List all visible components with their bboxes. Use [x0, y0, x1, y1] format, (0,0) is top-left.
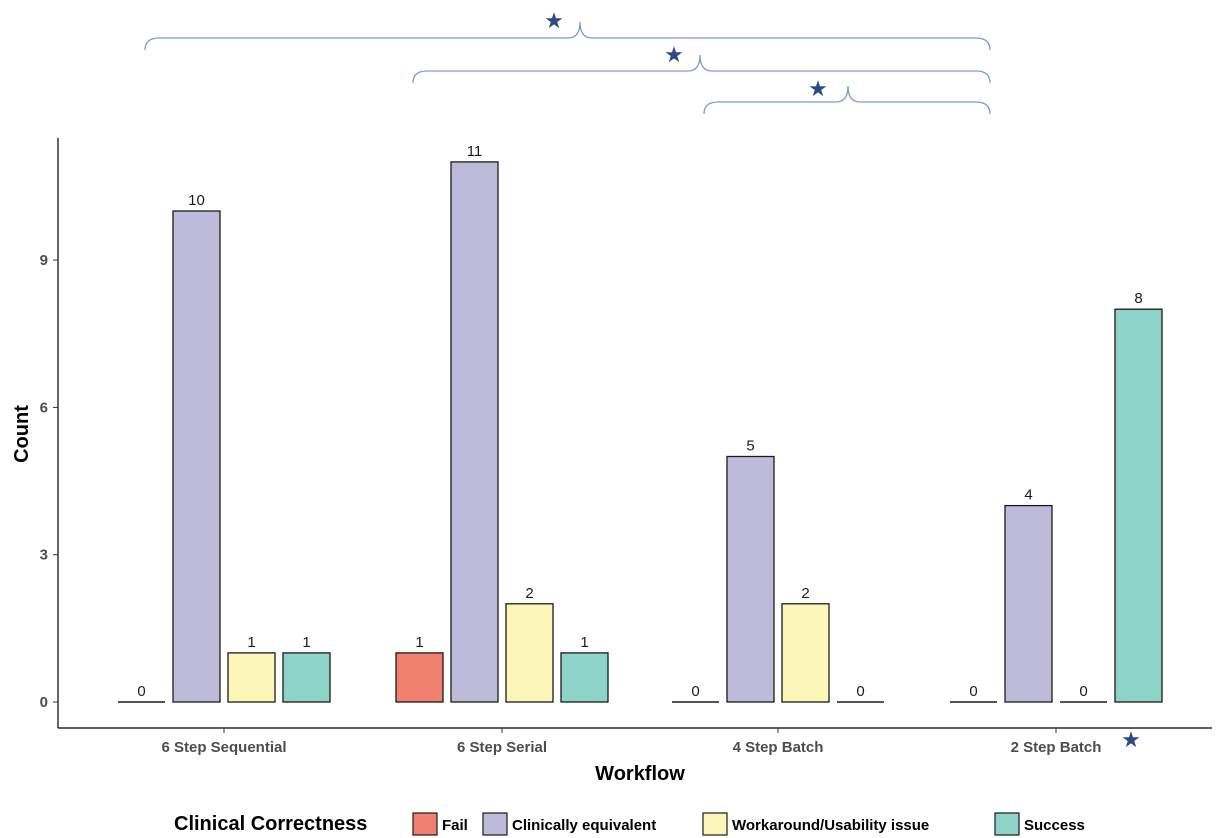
bar-value-label: 1 — [302, 634, 310, 651]
y-tick-label: 6 — [40, 399, 48, 416]
legend-swatch — [702, 812, 728, 836]
x-tick-label: 6 Step Serial — [457, 739, 547, 756]
significance-star-icon: ★ — [664, 43, 684, 68]
bar — [781, 603, 830, 703]
y-tick-label: 0 — [40, 694, 48, 711]
bar — [1114, 308, 1163, 703]
bar — [450, 161, 499, 703]
legend-swatch — [482, 812, 508, 836]
legend-item-label: Success — [1024, 817, 1085, 834]
significance-brackets: ★ ★ ★ ★ — [144, 9, 1141, 753]
significance-star-icon: ★ — [544, 9, 564, 34]
legend-item-label: Clinically equivalent — [512, 817, 656, 834]
bracket-serial-vs-2step — [412, 54, 991, 84]
bar-value-label: 2 — [525, 585, 533, 602]
x-axis-title: Workflow — [595, 763, 685, 785]
bar — [172, 210, 221, 703]
bar-value-label: 0 — [1079, 683, 1087, 700]
bar-value-label: 1 — [415, 634, 423, 651]
bar — [1004, 504, 1053, 703]
legend-item-label: Workaround/Usability issue — [732, 817, 929, 834]
legend: Clinical Correctness Fail Clinically equi… — [174, 812, 1085, 836]
bar-value-label: 0 — [137, 683, 145, 700]
bar — [560, 652, 609, 703]
legend-title: Clinical Correctness — [174, 813, 367, 835]
bracket-sequential-vs-2step — [144, 21, 991, 51]
bar-value-label: 4 — [1024, 487, 1032, 504]
bar-value-label: 1 — [580, 634, 588, 651]
x-tick-label: 2 Step Batch — [1011, 739, 1102, 756]
bar-value-label: 0 — [856, 683, 864, 700]
bar-value-label: 0 — [691, 683, 699, 700]
bar-value-label: 5 — [746, 438, 754, 455]
significance-star-icon: ★ — [1121, 728, 1141, 753]
x-tick-label: 6 Step Sequential — [161, 739, 286, 756]
legend-item-label: Fail — [442, 817, 468, 834]
bar — [282, 652, 331, 703]
legend-swatch — [994, 812, 1020, 836]
bar-value-label: 11 — [467, 143, 483, 160]
y-axis-title: Count — [11, 405, 33, 463]
significance-star-icon: ★ — [808, 77, 828, 102]
bar — [227, 652, 276, 703]
axes-layer: 0 3 6 9 6 Step Sequential 6 Step Serial 4 Step… — [40, 138, 1212, 756]
y-tick-label: 9 — [40, 252, 48, 269]
legend-swatch — [412, 812, 438, 836]
bar — [505, 603, 554, 703]
bar-value-label: 1 — [247, 634, 255, 651]
y-tick-label: 3 — [40, 547, 48, 564]
bar-value-label: 2 — [801, 585, 809, 602]
bracket-4step-vs-2step — [703, 85, 991, 115]
bar-value-label: 10 — [188, 192, 205, 209]
bar-value-label: 0 — [969, 683, 977, 700]
bar — [395, 652, 444, 703]
bar — [726, 455, 775, 703]
bar-value-label: 8 — [1134, 290, 1142, 307]
x-tick-label: 4 Step Batch — [733, 739, 824, 756]
